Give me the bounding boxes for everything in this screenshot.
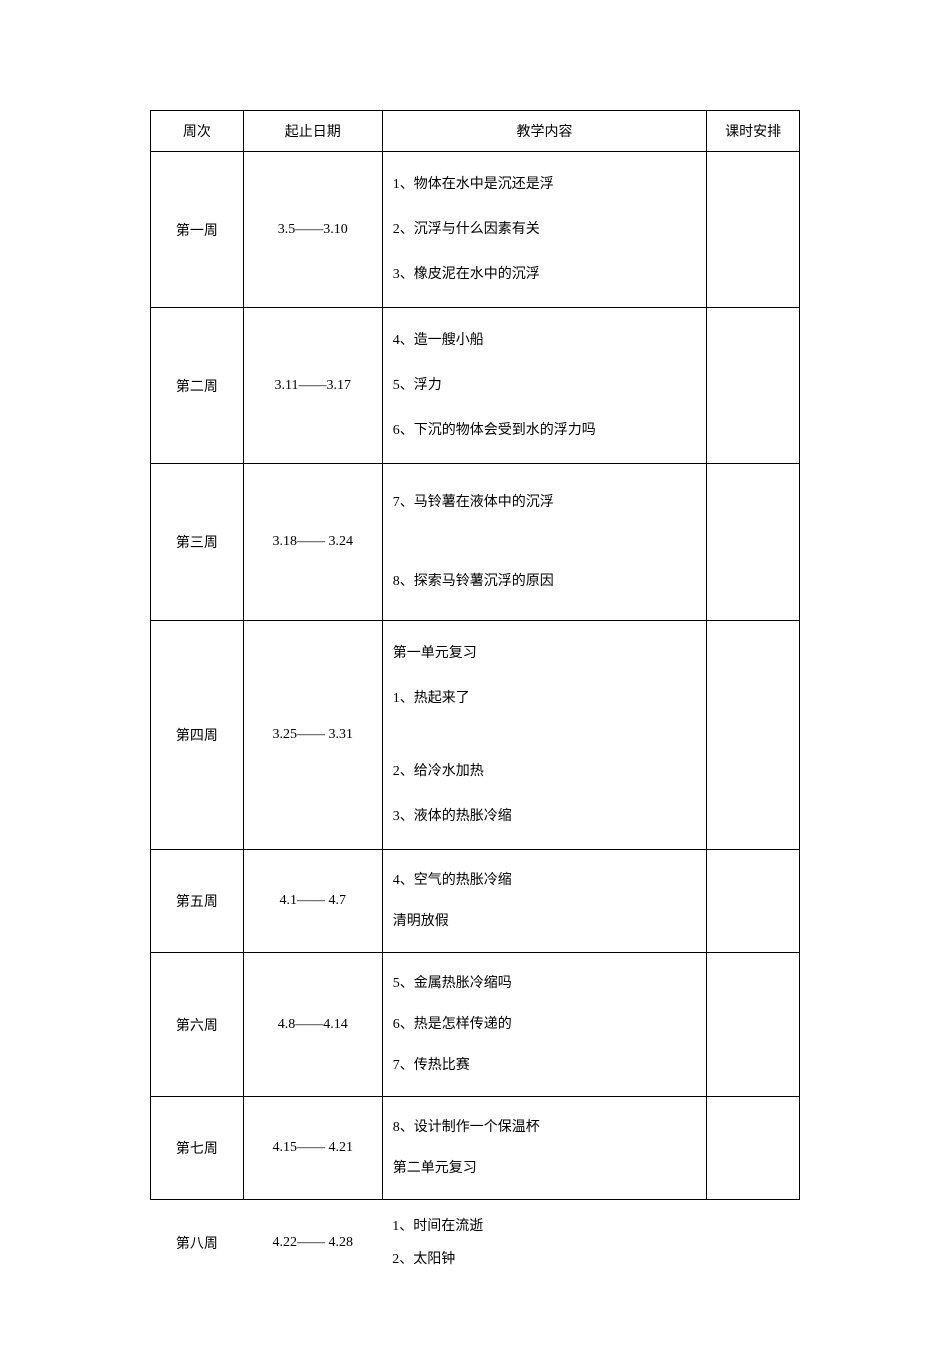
content-list: 1、时间在流逝 2、太阳钟 [392, 1210, 696, 1276]
content-cell: 7、马铃薯在液体中的沉浮 8、探索马铃薯沉浮的原因 [382, 464, 706, 621]
arrange-cell [707, 308, 800, 464]
content-item: 6、热是怎样传递的 [393, 1004, 696, 1045]
content-item: 5、金属热胀冷缩吗 [393, 963, 696, 1004]
week-cell: 第八周 [151, 1200, 244, 1287]
table-row: 第八周 4.22—— 4.28 1、时间在流逝 2、太阳钟 [151, 1200, 800, 1287]
arrange-cell [707, 1097, 800, 1200]
content-list: 1、物体在水中是沉还是浮 2、沉浮与什么因素有关 3、橡皮泥在水中的沉浮 [393, 162, 696, 297]
week-cell: 第七周 [151, 1097, 244, 1200]
arrange-cell [707, 152, 800, 308]
content-cell: 5、金属热胀冷缩吗 6、热是怎样传递的 7、传热比赛 [382, 953, 706, 1097]
header-arrange: 课时安排 [707, 111, 800, 152]
content-list: 第一单元复习 1、热起来了 2、给冷水加热 3、液体的热胀冷缩 [393, 631, 696, 839]
date-cell: 3.5——3.10 [243, 152, 382, 308]
content-item: 第二单元复习 [393, 1148, 696, 1189]
header-content: 教学内容 [382, 111, 706, 152]
content-item: 清明放假 [393, 901, 696, 942]
content-item: 8、探索马铃薯沉浮的原因 [393, 531, 696, 610]
arrange-cell [707, 953, 800, 1097]
content-cell: 第一单元复习 1、热起来了 2、给冷水加热 3、液体的热胀冷缩 [382, 621, 706, 850]
content-list: 8、设计制作一个保温杯 第二单元复习 [393, 1107, 696, 1189]
content-list: 4、造一艘小船 5、浮力 6、下沉的物体会受到水的浮力吗 [393, 318, 696, 453]
table-row: 第六周 4.8——4.14 5、金属热胀冷缩吗 6、热是怎样传递的 7、传热比赛 [151, 953, 800, 1097]
content-item: 7、马铃薯在液体中的沉浮 [393, 474, 696, 531]
table-header-row: 周次 起止日期 教学内容 课时安排 [151, 111, 800, 152]
content-cell: 4、造一艘小船 5、浮力 6、下沉的物体会受到水的浮力吗 [382, 308, 706, 464]
content-item: 3、液体的热胀冷缩 [393, 794, 696, 839]
content-item: 6、下沉的物体会受到水的浮力吗 [393, 408, 696, 453]
content-item: 2、给冷水加热 [393, 749, 696, 794]
arrange-cell [707, 621, 800, 850]
table-row: 第三周 3.18—— 3.24 7、马铃薯在液体中的沉浮 8、探索马铃薯沉浮的原… [151, 464, 800, 621]
content-item: 3、橡皮泥在水中的沉浮 [393, 252, 696, 297]
content-cell: 8、设计制作一个保温杯 第二单元复习 [382, 1097, 706, 1200]
content-list: 5、金属热胀冷缩吗 6、热是怎样传递的 7、传热比赛 [393, 963, 696, 1086]
content-item: 7、传热比赛 [393, 1045, 696, 1086]
week-cell: 第四周 [151, 621, 244, 850]
date-cell: 4.22—— 4.28 [243, 1200, 382, 1287]
content-item: 2、沉浮与什么因素有关 [393, 207, 696, 252]
table-row: 第一周 3.5——3.10 1、物体在水中是沉还是浮 2、沉浮与什么因素有关 3… [151, 152, 800, 308]
content-list: 4、空气的热胀冷缩 清明放假 [393, 860, 696, 942]
week-cell: 第二周 [151, 308, 244, 464]
date-cell: 4.1—— 4.7 [243, 850, 382, 953]
content-item: 第一单元复习 [393, 631, 696, 676]
week-cell: 第六周 [151, 953, 244, 1097]
header-week: 周次 [151, 111, 244, 152]
table-row: 第七周 4.15—— 4.21 8、设计制作一个保温杯 第二单元复习 [151, 1097, 800, 1200]
date-cell: 4.8——4.14 [243, 953, 382, 1097]
date-cell: 4.15—— 4.21 [243, 1097, 382, 1200]
content-item: 4、空气的热胀冷缩 [393, 860, 696, 901]
table-row: 第五周 4.1—— 4.7 4、空气的热胀冷缩 清明放假 [151, 850, 800, 953]
content-cell: 4、空气的热胀冷缩 清明放假 [382, 850, 706, 953]
arrange-cell [707, 850, 800, 953]
content-item: 1、物体在水中是沉还是浮 [393, 162, 696, 207]
date-cell: 3.11——3.17 [243, 308, 382, 464]
date-cell: 3.25—— 3.31 [243, 621, 382, 850]
date-cell: 3.18—— 3.24 [243, 464, 382, 621]
header-date: 起止日期 [243, 111, 382, 152]
week-cell: 第五周 [151, 850, 244, 953]
content-item: 2、太阳钟 [392, 1243, 696, 1276]
content-item: 8、设计制作一个保温杯 [393, 1107, 696, 1148]
content-item: 5、浮力 [393, 363, 696, 408]
table-row: 第四周 3.25—— 3.31 第一单元复习 1、热起来了 2、给冷水加热 3、… [151, 621, 800, 850]
arrange-cell [707, 464, 800, 621]
table-row: 第二周 3.11——3.17 4、造一艘小船 5、浮力 6、下沉的物体会受到水的… [151, 308, 800, 464]
schedule-table: 周次 起止日期 教学内容 课时安排 第一周 3.5——3.10 1、物体在水中是… [150, 110, 800, 1286]
content-item: 1、热起来了 [393, 676, 696, 749]
content-cell: 1、时间在流逝 2、太阳钟 [382, 1200, 706, 1287]
content-item: 1、时间在流逝 [392, 1210, 696, 1243]
content-cell: 1、物体在水中是沉还是浮 2、沉浮与什么因素有关 3、橡皮泥在水中的沉浮 [382, 152, 706, 308]
content-item: 4、造一艘小船 [393, 318, 696, 363]
week-cell: 第三周 [151, 464, 244, 621]
content-list: 7、马铃薯在液体中的沉浮 8、探索马铃薯沉浮的原因 [393, 474, 696, 610]
arrange-cell [707, 1200, 800, 1287]
week-cell: 第一周 [151, 152, 244, 308]
